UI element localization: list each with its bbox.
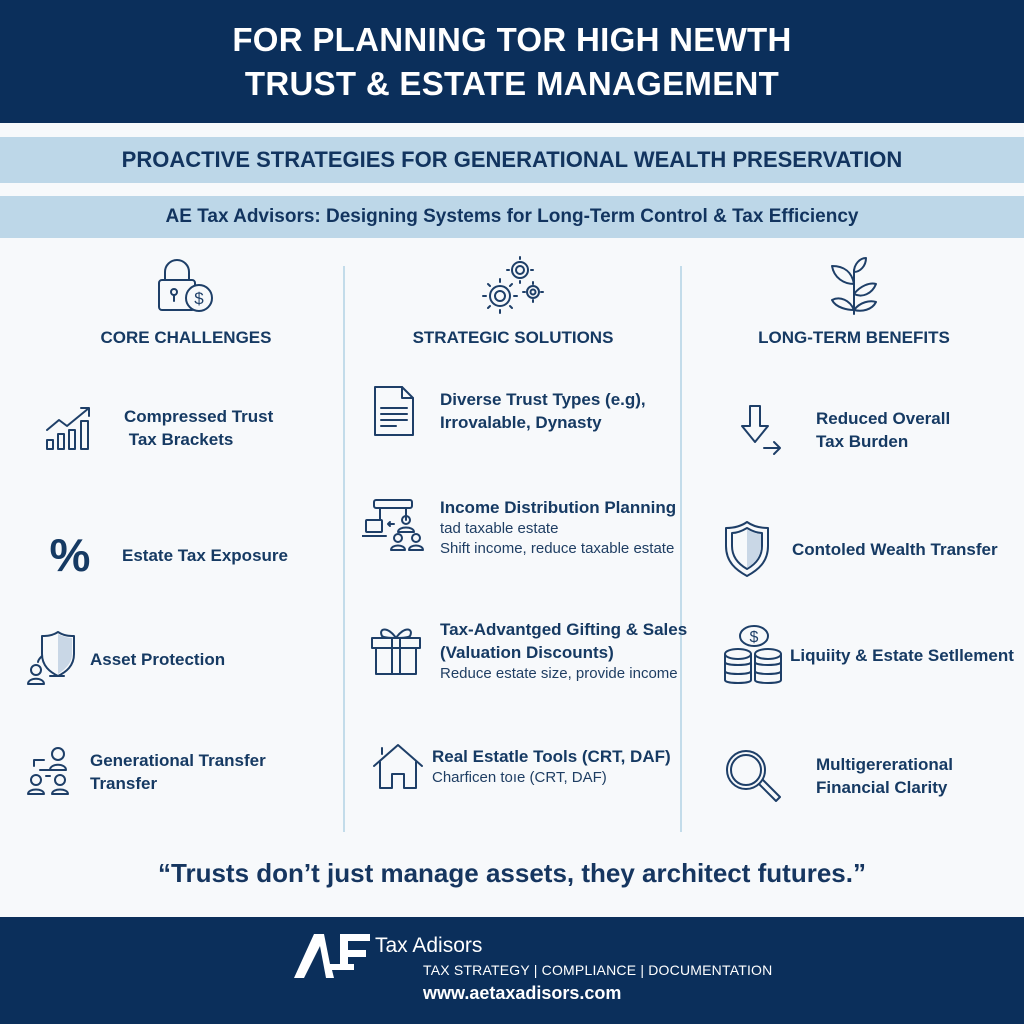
- gift-icon: [371, 628, 421, 675]
- column-divider-1: [343, 266, 345, 832]
- item-sub-text: tad taxable estate: [440, 520, 559, 537]
- subtitle-band: PROACTIVE STRATEGIES FOR GENERATIONAL WE…: [0, 137, 1024, 183]
- house-icon: [373, 744, 423, 789]
- plant-icon: [831, 257, 877, 315]
- column-strategic-solutions: STRATEGIC SOLUTIONS: [343, 254, 683, 348]
- challenge-item: Generational Transfer Transfer: [26, 746, 266, 798]
- column-divider-2: [680, 266, 682, 832]
- distribution-icon: [362, 499, 424, 551]
- brand-name: Tax Adisors: [375, 934, 483, 957]
- title-line-2: TRUST & ESTATE MANAGEMENT: [244, 64, 780, 102]
- coins-dollar-icon: $: [724, 625, 782, 684]
- challenge-item: % Estate Tax Exposure: [42, 528, 288, 582]
- item-title: Reduced Overall Tax Burden: [816, 409, 951, 451]
- item-title: Estate Tax Exposure: [122, 545, 288, 565]
- solution-item: Tax-Advantged Gifting & Sales (Valuation…: [370, 618, 687, 684]
- ae-logo: [294, 934, 370, 978]
- family-tree-icon: [27, 747, 69, 795]
- challenge-item: Asset Protection: [26, 630, 225, 688]
- gears-icon: [482, 256, 544, 314]
- item-title: Contoled Wealth Transfer: [792, 539, 998, 559]
- shield-person-icon: [27, 631, 75, 685]
- header-banner: FOR PLANNING TOR HIGH NEWTH TRUST & ESTA…: [0, 0, 1024, 123]
- quote-text: “Trusts don’t just manage assets, they a…: [158, 858, 866, 888]
- bar-chart-trend-icon: [46, 407, 90, 450]
- solution-item: Diverse Trust Types (e.g), Irrovalable, …: [372, 384, 646, 438]
- shield-icon: [725, 521, 769, 577]
- magnifier-icon: [726, 750, 781, 802]
- document-icon: [374, 386, 414, 436]
- footer-tagline: TAX STRATEGY | COMPLIANCE | DOCUMENTATIO…: [423, 962, 773, 978]
- column-heading: CORE CHALLENGES: [100, 328, 272, 347]
- item-title: Income Distribution Planning: [440, 498, 677, 517]
- item-title: Multigererational Financial Clarity: [816, 755, 953, 797]
- title-line-1: FOR PLANNING TOR HIGH NEWTH: [232, 20, 792, 58]
- item-description: Charficen toıe (CRT, DAF): [432, 768, 607, 786]
- tagline-band: AE Tax Advisors: Designing Systems for L…: [0, 196, 1024, 238]
- benefit-item: Contoled Wealth Transfer: [722, 520, 998, 578]
- solution-item: Real Estatle Tools (CRT, DAF) Charficen …: [372, 742, 671, 790]
- item-title: Compressed Trust Tax Brackets: [124, 407, 274, 449]
- solution-item: Income Distribution Planning tad taxable…: [360, 496, 676, 559]
- benefit-item: $ Liquiity & Estate Setllement: [722, 624, 1014, 686]
- footer: [0, 917, 1024, 1024]
- down-arrow-icon: [741, 405, 781, 455]
- item-title: Liquiity & Estate Setllement: [790, 645, 1014, 665]
- svg-text:$: $: [750, 629, 759, 646]
- benefit-item: Multigererational Financial Clarity: [724, 748, 953, 804]
- benefit-item: Reduced Overall Tax Burden: [740, 404, 950, 456]
- percent-icon: %: [49, 529, 91, 581]
- item-title: Real Estatle Tools (CRT, DAF): [432, 746, 671, 766]
- column-heading: STRATEGIC SOLUTIONS: [412, 328, 614, 347]
- item-title: Tax-Advantged Gifting & Sales (Valuation…: [440, 620, 688, 662]
- item-title: Asset Protection: [90, 649, 226, 669]
- item-description: Reduce estate size, provide income: [440, 665, 678, 682]
- challenge-item: Compressed Trust Tax Brackets: [44, 404, 273, 452]
- item-title: Diverse Trust Types (e.g), Irrovalable, …: [440, 390, 646, 432]
- column-core-challenges: $ CORE CHALLENGES: [16, 258, 356, 348]
- column-long-term-benefits: LONG-TERM BENEFITS: [684, 256, 1024, 348]
- website-link[interactable]: www.aetaxadisors.com: [423, 983, 622, 1003]
- svg-text:$: $: [194, 289, 204, 308]
- lock-dollar-icon: $: [158, 259, 213, 312]
- column-heading: LONG-TERM BENEFITS: [758, 328, 950, 347]
- item-description: Shift income, reduce taxable estate: [440, 540, 675, 557]
- item-title: Generational Transfer Transfer: [90, 751, 266, 793]
